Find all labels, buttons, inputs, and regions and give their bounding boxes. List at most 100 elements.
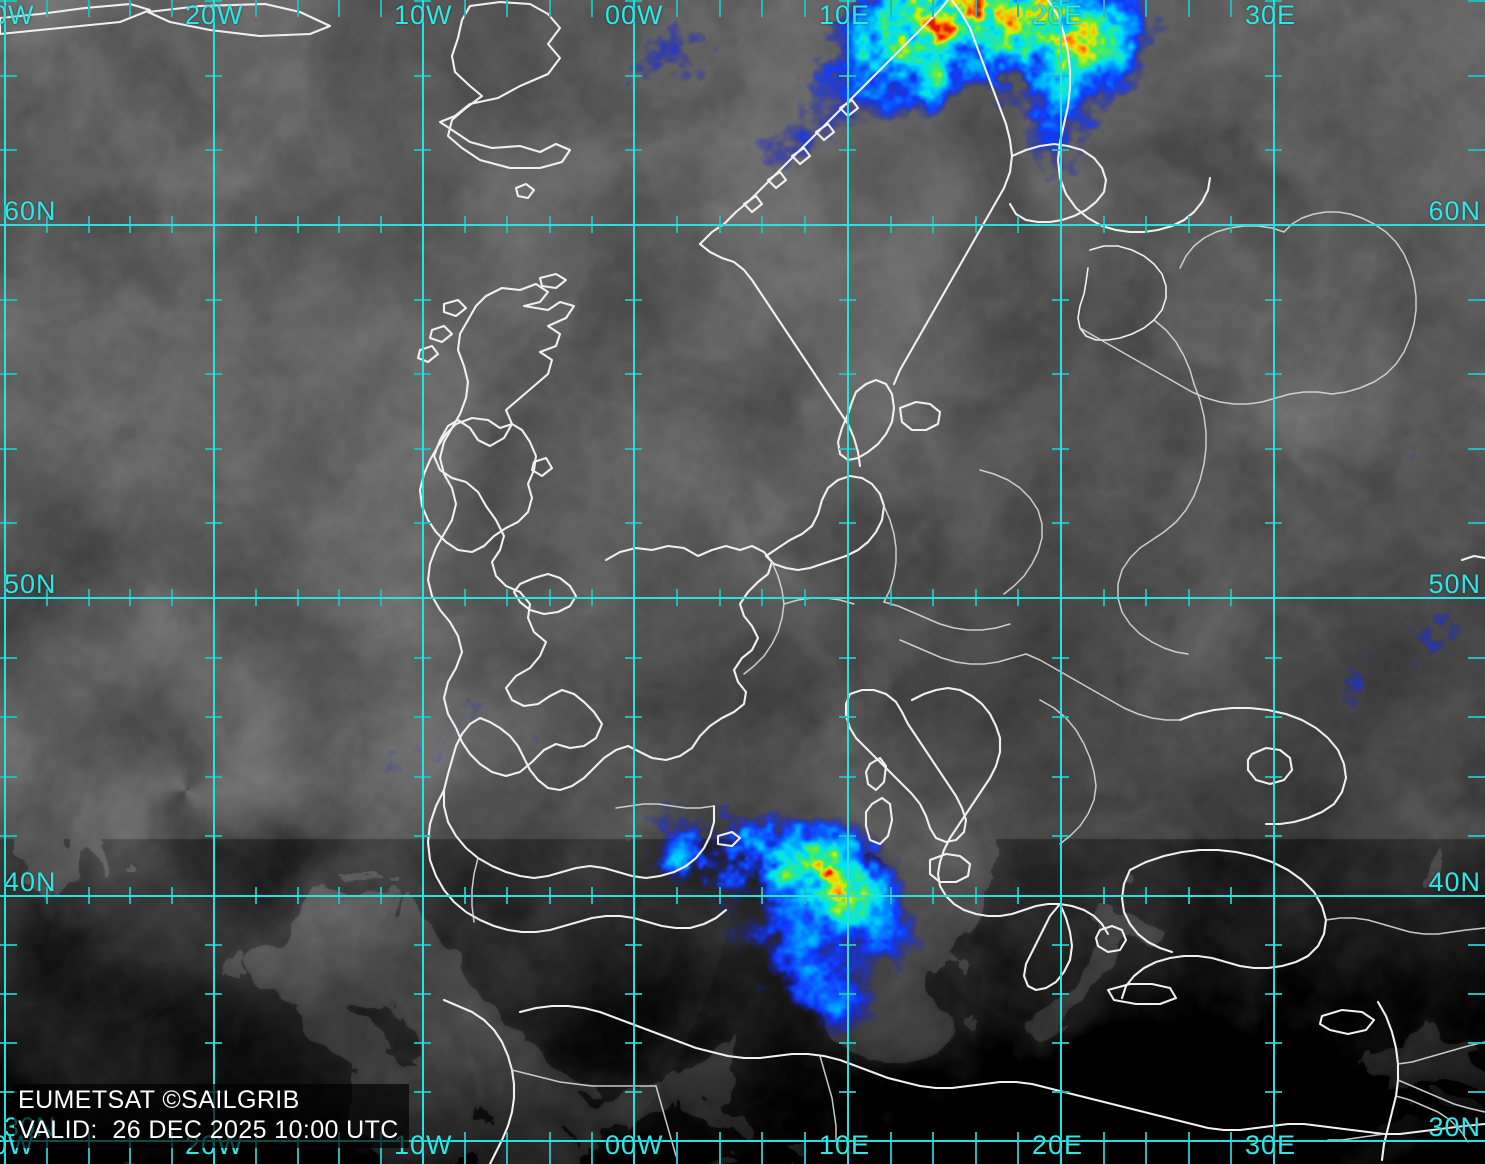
minor-tick-latitude xyxy=(0,298,13,301)
latitude-label-left-60N: 60N xyxy=(4,196,57,226)
minor-tick-longitude xyxy=(889,1147,892,1164)
minor-tick-latitude xyxy=(0,74,13,77)
longitude-label-bottom-30E: 30E xyxy=(1245,1130,1297,1160)
minor-tick-longitude xyxy=(338,0,341,17)
longitude-label-top-10W: 10W xyxy=(394,0,453,30)
minor-tick-longitude xyxy=(548,1147,551,1164)
gridline-longitude-20E xyxy=(1060,0,1062,1164)
minor-tick-latitude xyxy=(1468,944,1485,946)
gridline-longitude-30E xyxy=(1273,0,1275,1164)
minor-tick-latitude xyxy=(0,447,13,450)
minor-tick-longitude xyxy=(1187,1147,1190,1164)
minor-tick-longitude xyxy=(761,1147,764,1164)
minor-tick-latitude xyxy=(1468,993,1485,995)
minor-tick-longitude xyxy=(1017,0,1020,17)
caption-source: EUMETSAT ©SAILGRIB xyxy=(18,1086,300,1114)
minor-tick-latitude xyxy=(1468,149,1485,152)
latitude-label-left-50N: 50N xyxy=(4,569,57,599)
minor-tick-longitude xyxy=(296,1147,299,1164)
minor-tick-latitude xyxy=(1468,373,1485,376)
gridline-latitude-60N xyxy=(0,224,1485,226)
gridline-latitude-30N xyxy=(0,1140,1485,1142)
minor-tick-latitude xyxy=(0,149,13,152)
minor-tick-latitude xyxy=(0,1091,13,1093)
minor-tick-latitude xyxy=(1468,1042,1485,1044)
latitude-label-right-40N: 40N xyxy=(1428,867,1481,897)
gridline-longitude-10E xyxy=(847,0,849,1164)
minor-tick-longitude xyxy=(129,1147,132,1164)
minor-tick-longitude xyxy=(45,1147,48,1164)
minor-tick-longitude xyxy=(1230,1147,1233,1164)
gridline-latitude-40N xyxy=(0,895,1485,897)
minor-tick-latitude xyxy=(1468,74,1485,77)
gridline-longitude-00W xyxy=(633,0,635,1164)
minor-tick-longitude xyxy=(464,0,467,17)
minor-tick-longitude xyxy=(1145,0,1148,17)
minor-tick-latitude xyxy=(0,1042,13,1044)
caption-valid-time: VALID: 26 DEC 2025 10:00 UTC xyxy=(18,1115,399,1144)
minor-tick-longitude xyxy=(45,0,48,17)
latitude-label-right-30N: 30N xyxy=(1428,1112,1481,1142)
minor-tick-longitude xyxy=(338,1147,341,1164)
minor-tick-latitude xyxy=(1468,656,1485,659)
longitude-label-top-30W: 30W xyxy=(0,0,35,30)
longitude-label-top-10E: 10E xyxy=(819,0,871,30)
minor-tick-longitude xyxy=(1102,1147,1105,1164)
minor-tick-longitude xyxy=(380,0,383,17)
gridline-longitude-20W xyxy=(213,0,215,1164)
minor-tick-longitude xyxy=(380,1147,383,1164)
minor-tick-longitude xyxy=(1187,0,1190,17)
minor-tick-longitude xyxy=(506,0,509,17)
latitude-label-right-50N: 50N xyxy=(1428,569,1481,599)
minor-tick-longitude xyxy=(1017,1147,1020,1164)
minor-tick-latitude xyxy=(1468,775,1485,778)
minor-tick-latitude xyxy=(0,993,13,995)
minor-tick-longitude xyxy=(1102,0,1105,17)
minor-tick-longitude xyxy=(1145,1147,1148,1164)
minor-tick-longitude xyxy=(171,1147,174,1164)
minor-tick-latitude xyxy=(0,373,13,376)
minor-tick-longitude xyxy=(675,1147,678,1164)
minor-tick-longitude xyxy=(590,1147,593,1164)
longitude-label-bottom-00W: 00W xyxy=(605,1130,664,1160)
minor-tick-latitude xyxy=(0,522,13,525)
minor-tick-longitude xyxy=(590,0,593,17)
longitude-label-top-20W: 20W xyxy=(185,0,244,30)
minor-tick-longitude xyxy=(974,0,977,17)
minor-tick-longitude xyxy=(171,0,174,17)
minor-tick-longitude xyxy=(296,0,299,17)
minor-tick-longitude xyxy=(675,0,678,17)
image-caption: EUMETSAT ©SAILGRIB VALID: 26 DEC 2025 10… xyxy=(14,1084,409,1148)
minor-tick-longitude xyxy=(889,0,892,17)
minor-tick-latitude xyxy=(0,775,13,778)
minor-tick-longitude xyxy=(506,1147,509,1164)
minor-tick-longitude xyxy=(974,1147,977,1164)
minor-tick-latitude xyxy=(1468,835,1485,838)
minor-tick-latitude xyxy=(1468,298,1485,301)
minor-tick-latitude xyxy=(1468,447,1485,450)
minor-tick-longitude xyxy=(932,1147,935,1164)
minor-tick-longitude xyxy=(129,0,132,17)
gridline-latitude-50N xyxy=(0,597,1485,599)
longitude-label-top-30E: 30E xyxy=(1245,0,1297,30)
minor-tick-latitude xyxy=(0,656,13,659)
country-border-paths xyxy=(471,211,1485,1157)
minor-tick-longitude xyxy=(548,0,551,17)
minor-tick-longitude xyxy=(932,0,935,17)
minor-tick-longitude xyxy=(87,0,90,17)
minor-tick-longitude xyxy=(87,1147,90,1164)
longitude-label-bottom-10E: 10E xyxy=(819,1130,871,1160)
minor-tick-latitude xyxy=(1468,1091,1485,1093)
minor-tick-longitude xyxy=(254,1147,257,1164)
latitude-label-right-60N: 60N xyxy=(1428,196,1481,226)
gridline-longitude-30W xyxy=(4,0,6,1164)
minor-tick-longitude xyxy=(1230,0,1233,17)
minor-tick-latitude xyxy=(0,0,13,3)
minor-tick-latitude xyxy=(0,944,13,946)
minor-tick-latitude xyxy=(1468,716,1485,719)
minor-tick-latitude xyxy=(0,835,13,838)
